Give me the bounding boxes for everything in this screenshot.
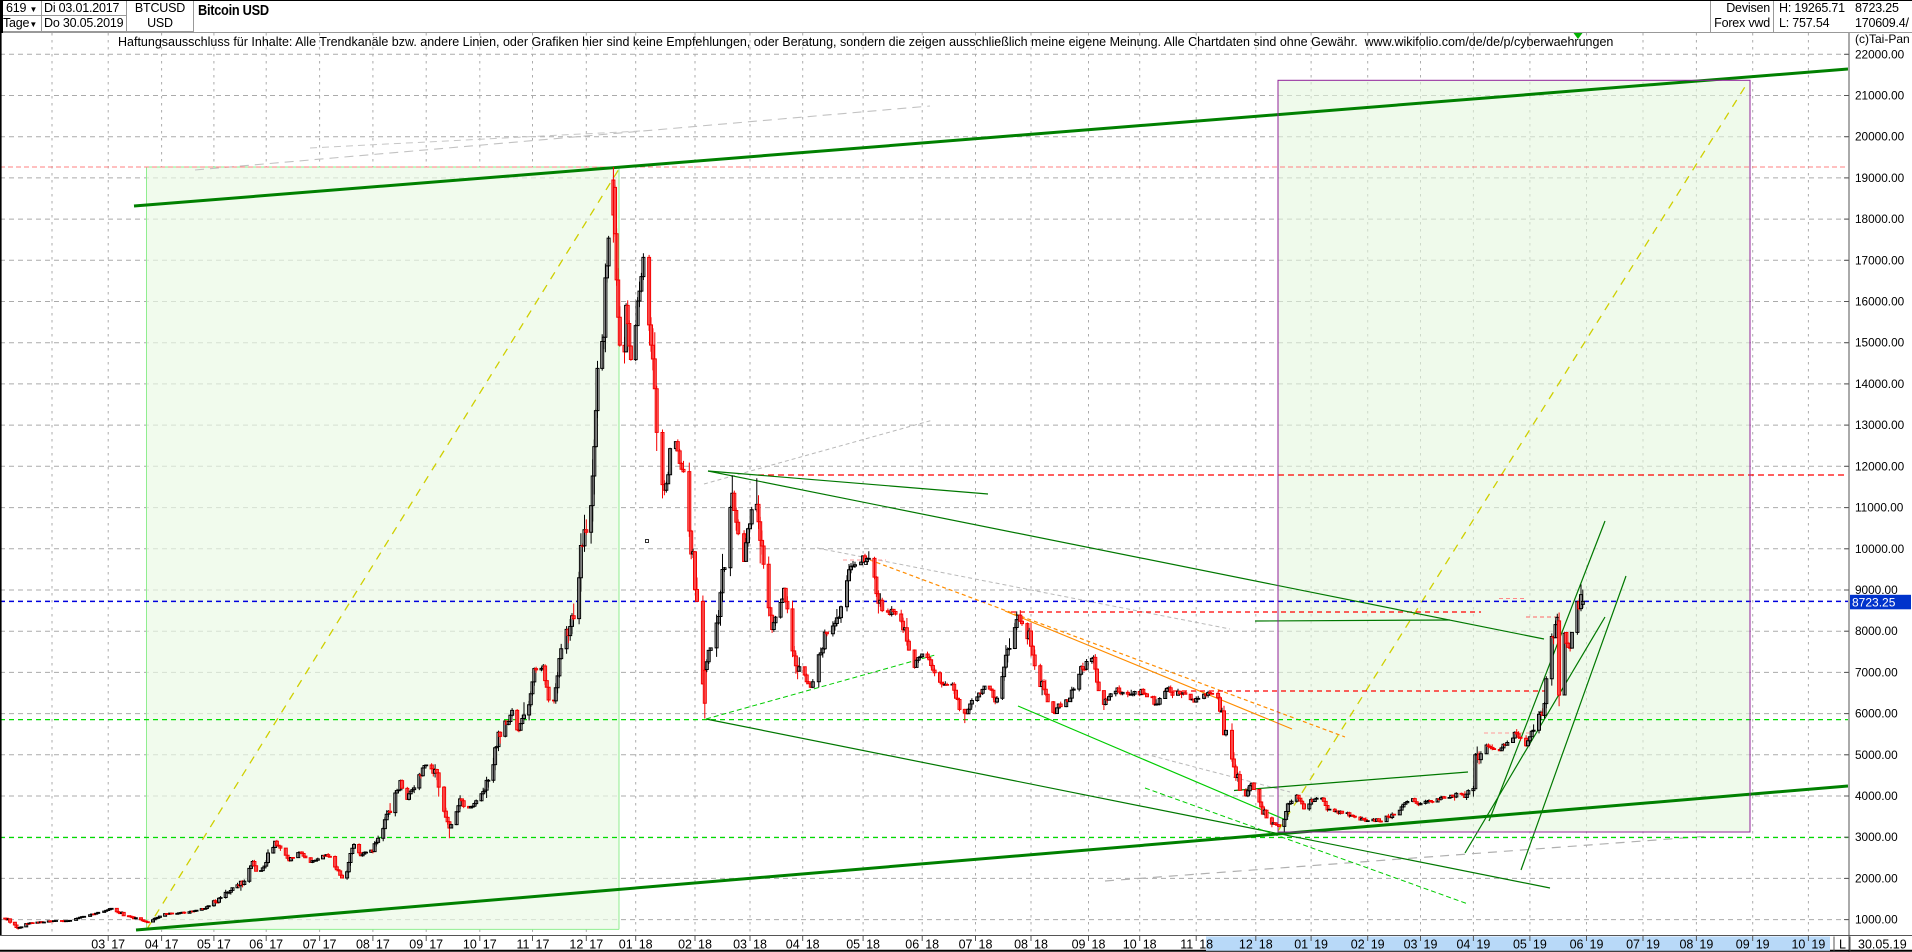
svg-text:17: 17 [165,938,179,952]
svg-text:2000.00: 2000.00 [1855,871,1898,885]
svg-text:11000.00: 11000.00 [1855,501,1904,515]
svg-text:01: 01 [619,938,633,952]
svg-text:22000.00: 22000.00 [1855,47,1905,61]
svg-text:12: 12 [569,938,583,952]
svg-text:01: 01 [1294,938,1308,952]
svg-text:18: 18 [1259,938,1273,952]
svg-text:8723.25: 8723.25 [1852,596,1896,610]
svg-text:20000.00: 20000.00 [1855,130,1905,144]
svg-text:11: 11 [517,938,530,952]
svg-text:05: 05 [846,938,860,952]
svg-text:06: 06 [249,938,263,952]
svg-text:18: 18 [1092,938,1106,952]
svg-text:10: 10 [1791,938,1805,952]
svg-text:18: 18 [639,938,653,952]
svg-text:17: 17 [376,938,390,952]
svg-text:10000.00: 10000.00 [1855,542,1905,556]
svg-text:04: 04 [786,938,800,952]
svg-text:19: 19 [1533,938,1547,952]
svg-text:(c)Tai-Pan: (c)Tai-Pan [1855,32,1910,46]
svg-text:08: 08 [1014,938,1028,952]
svg-text:08: 08 [356,938,370,952]
svg-text:07: 07 [959,938,973,952]
svg-text:17: 17 [483,938,497,952]
svg-text:09: 09 [409,938,423,952]
svg-text:18: 18 [925,938,939,952]
svg-text:03: 03 [733,938,747,952]
svg-text:18: 18 [1199,938,1213,952]
svg-text:07: 07 [303,938,317,952]
svg-text:17: 17 [429,938,443,952]
svg-text:18: 18 [806,938,820,952]
svg-text:19: 19 [1314,938,1328,952]
svg-text:19: 19 [1756,938,1770,952]
svg-text:10: 10 [1123,938,1137,952]
svg-text:17: 17 [217,938,231,952]
svg-text:08: 08 [1679,938,1693,952]
svg-text:18: 18 [753,938,767,952]
svg-text:18000.00: 18000.00 [1855,212,1905,226]
svg-text:18: 18 [698,938,712,952]
svg-text:19: 19 [1811,938,1825,952]
svg-text:14000.00: 14000.00 [1855,377,1905,391]
svg-text:19: 19 [1476,938,1490,952]
svg-text:19: 19 [1646,938,1660,952]
svg-text:06: 06 [1570,938,1584,952]
svg-text:19000.00: 19000.00 [1855,171,1905,185]
svg-text:18: 18 [979,938,993,952]
svg-text:15000.00: 15000.00 [1855,336,1905,350]
svg-text:12: 12 [1239,938,1253,952]
svg-text:05: 05 [197,938,211,952]
svg-text:16000.00: 16000.00 [1855,295,1905,309]
svg-text:05: 05 [1513,938,1527,952]
svg-text:L: L [1839,938,1846,952]
svg-text:04: 04 [145,938,159,952]
svg-text:03: 03 [1404,938,1418,952]
svg-text:3000.00: 3000.00 [1855,830,1898,844]
svg-text:4000.00: 4000.00 [1855,789,1898,803]
svg-text:18: 18 [866,938,880,952]
svg-text:21000.00: 21000.00 [1855,89,1905,103]
svg-text:18: 18 [1034,938,1048,952]
svg-text:7000.00: 7000.00 [1855,665,1898,679]
svg-text:12000.00: 12000.00 [1855,459,1905,473]
svg-text:07: 07 [1626,938,1640,952]
svg-text:13000.00: 13000.00 [1855,418,1905,432]
svg-text:11: 11 [1180,938,1193,952]
svg-text:17: 17 [323,938,337,952]
svg-text:17: 17 [269,938,283,952]
svg-text:10: 10 [463,938,477,952]
svg-text:17: 17 [589,938,603,952]
svg-text:17: 17 [536,938,550,952]
svg-text:06: 06 [905,938,919,952]
svg-text:09: 09 [1736,938,1750,952]
svg-text:17: 17 [111,938,125,952]
svg-text:19: 19 [1371,938,1385,952]
svg-text:19: 19 [1590,938,1604,952]
svg-text:5000.00: 5000.00 [1855,748,1898,762]
svg-text:9000.00: 9000.00 [1855,583,1898,597]
svg-text:19: 19 [1699,938,1713,952]
svg-text:18: 18 [1143,938,1157,952]
svg-text:19: 19 [1424,938,1438,952]
svg-text:1000.00: 1000.00 [1855,913,1898,927]
svg-text:02: 02 [678,938,692,952]
svg-text:09: 09 [1072,938,1086,952]
svg-text:17000.00: 17000.00 [1855,253,1905,267]
svg-text:6000.00: 6000.00 [1855,707,1898,721]
svg-text:02: 02 [1351,938,1365,952]
svg-text:30.05.19: 30.05.19 [1858,938,1907,952]
svg-text:8000.00: 8000.00 [1855,624,1898,638]
svg-text:04: 04 [1456,938,1470,952]
svg-text:03: 03 [91,938,105,952]
